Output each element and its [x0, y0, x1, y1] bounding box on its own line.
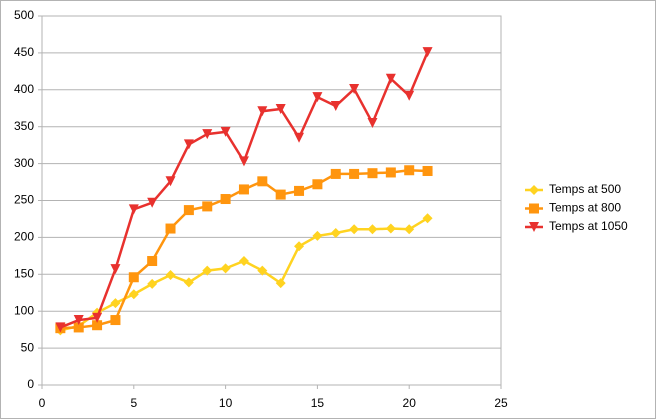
data-point: [404, 90, 415, 101]
x-tick-label: 25: [494, 396, 508, 410]
data-point: [110, 315, 121, 326]
data-point: [349, 224, 360, 235]
data-point: [312, 230, 323, 241]
data-point: [147, 278, 158, 289]
data-point: [275, 189, 286, 200]
data-point: [257, 106, 268, 117]
data-point: [128, 272, 139, 283]
y-tick-label: 100: [14, 303, 34, 317]
data-point: [202, 129, 213, 140]
data-point: [404, 165, 415, 176]
data-point: [385, 73, 396, 84]
data-point: [165, 223, 176, 234]
data-point: [385, 223, 396, 234]
data-point: [238, 256, 249, 267]
data-point: [183, 139, 194, 150]
data-point: [257, 265, 268, 276]
y-tick-label: 250: [14, 193, 34, 207]
data-point: [367, 168, 378, 179]
y-tick-label: 450: [14, 45, 34, 59]
data-point: [92, 312, 103, 323]
data-point: [312, 179, 323, 190]
data-point: [165, 270, 176, 281]
data-point: [92, 320, 103, 331]
data-point: [183, 205, 194, 216]
data-point: [404, 224, 415, 235]
data-point: [312, 92, 323, 103]
legend-label: Temps at 500: [549, 182, 621, 196]
legend-marker: [529, 222, 539, 232]
data-point: [367, 224, 378, 235]
data-point: [183, 277, 194, 288]
data-point: [220, 126, 231, 137]
data-point: [220, 194, 231, 205]
data-point: [294, 185, 305, 196]
data-point: [349, 84, 360, 95]
data-point: [55, 322, 66, 333]
data-point: [422, 213, 433, 224]
legend-marker: [529, 203, 539, 214]
y-tick-label: 0: [27, 377, 34, 391]
data-point: [202, 265, 213, 276]
data-point: [128, 204, 139, 215]
data-point: [330, 168, 341, 179]
data-point: [257, 176, 268, 187]
data-point: [147, 197, 158, 208]
data-point: [202, 201, 213, 212]
data-point: [238, 156, 249, 167]
x-tick-label: 10: [219, 396, 233, 410]
data-point: [294, 132, 305, 143]
data-point: [128, 289, 139, 300]
x-tick-label: 0: [39, 396, 46, 410]
y-tick-label: 150: [14, 266, 34, 280]
data-point: [73, 322, 84, 333]
x-tick-label: 5: [130, 396, 137, 410]
y-tick-label: 200: [14, 230, 34, 244]
x-tick-label: 15: [311, 396, 325, 410]
y-tick-label: 350: [14, 119, 34, 133]
data-point: [165, 176, 176, 187]
data-point: [110, 298, 121, 309]
data-point: [349, 168, 360, 179]
y-tick-label: 50: [21, 340, 35, 354]
data-point: [294, 241, 305, 252]
data-point: [330, 101, 341, 112]
data-point: [73, 315, 84, 326]
data-point: [422, 165, 433, 176]
data-point: [238, 184, 249, 195]
y-tick-label: 400: [14, 82, 34, 96]
legend-label: Temps at 1050: [549, 219, 628, 233]
data-point: [110, 264, 121, 275]
x-tick-label: 20: [403, 396, 417, 410]
legend-label: Temps at 800: [549, 201, 621, 215]
data-point: [275, 103, 286, 114]
data-point: [147, 256, 158, 267]
data-point: [330, 227, 341, 238]
data-point: [220, 263, 231, 274]
data-point: [422, 47, 433, 58]
plot-frame: [41, 15, 502, 386]
y-tick-label: 300: [14, 156, 34, 170]
data-point: [367, 118, 378, 129]
data-point: [385, 167, 396, 178]
y-tick-label: 500: [14, 8, 34, 22]
legend-marker: [529, 185, 539, 195]
data-point: [275, 278, 286, 289]
